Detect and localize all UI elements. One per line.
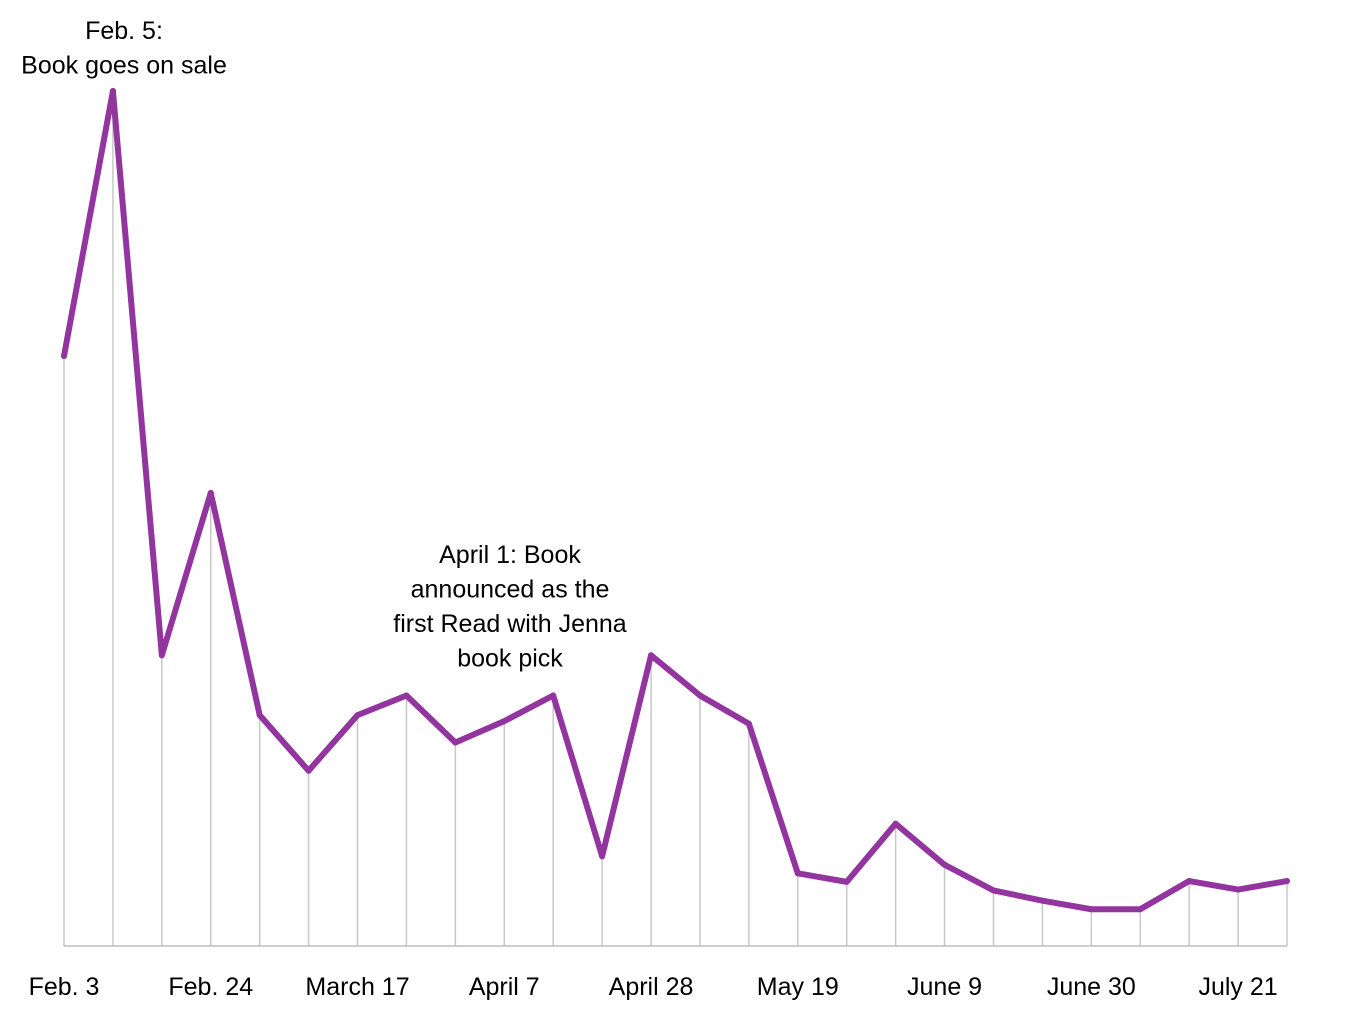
annotation: Feb. 5: Book goes on sale [21,17,227,80]
data-point [794,870,801,877]
data-point [892,820,899,827]
data-point [1137,906,1144,913]
annotations-group: Feb. 5: Book goes on sale April 1: Book ann… [21,17,627,673]
data-point [305,767,312,774]
x-tick-label: April 7 [469,973,540,1001]
data-point [648,652,655,659]
annotation-line: April 1: Book [439,541,581,569]
x-tick-label: Feb. 24 [168,973,253,1001]
series-line [61,88,1290,913]
data-point [256,712,263,719]
annotation-line: Book goes on sale [21,52,227,80]
data-point [501,718,508,725]
data-point [158,652,165,659]
x-tick-label: July 21 [1198,973,1277,1001]
x-tick-label: June 30 [1047,973,1136,1001]
data-point [207,489,214,496]
annotation-line: announced as the [411,576,610,604]
data-point [1235,886,1242,893]
x-tick-label: May 19 [757,973,839,1001]
x-tick-label: Feb. 3 [29,973,100,1001]
data-point [599,853,606,860]
data-point [109,88,116,94]
data-point [1284,878,1290,885]
data-point [941,861,948,868]
data-point [696,692,703,699]
data-point [1186,878,1193,885]
data-point [1088,906,1095,913]
annotation-line: Feb. 5: [85,17,163,45]
data-point [745,720,752,727]
annotation-line: first Read with Jenna [393,610,627,638]
data-point [61,353,67,360]
data-point [843,878,850,885]
data-point [403,692,410,699]
x-tick-label: April 28 [609,973,694,1001]
data-point [990,887,997,894]
data-point [550,692,557,699]
data-point [452,739,459,746]
annotation: April 1: Book announced as the first Read … [393,541,627,673]
x-tick-label: March 17 [305,973,409,1001]
data-point [354,712,361,719]
data-points-group [61,88,1290,913]
annotation-line: book pick [457,645,563,673]
data-point [1039,897,1046,904]
x-tick-labels: Feb. 3 Feb. 24 March 17 April 7 April 28 May … [29,973,1278,1001]
drop-lines-group [63,91,1288,946]
x-tick-label: June 9 [907,973,982,1001]
